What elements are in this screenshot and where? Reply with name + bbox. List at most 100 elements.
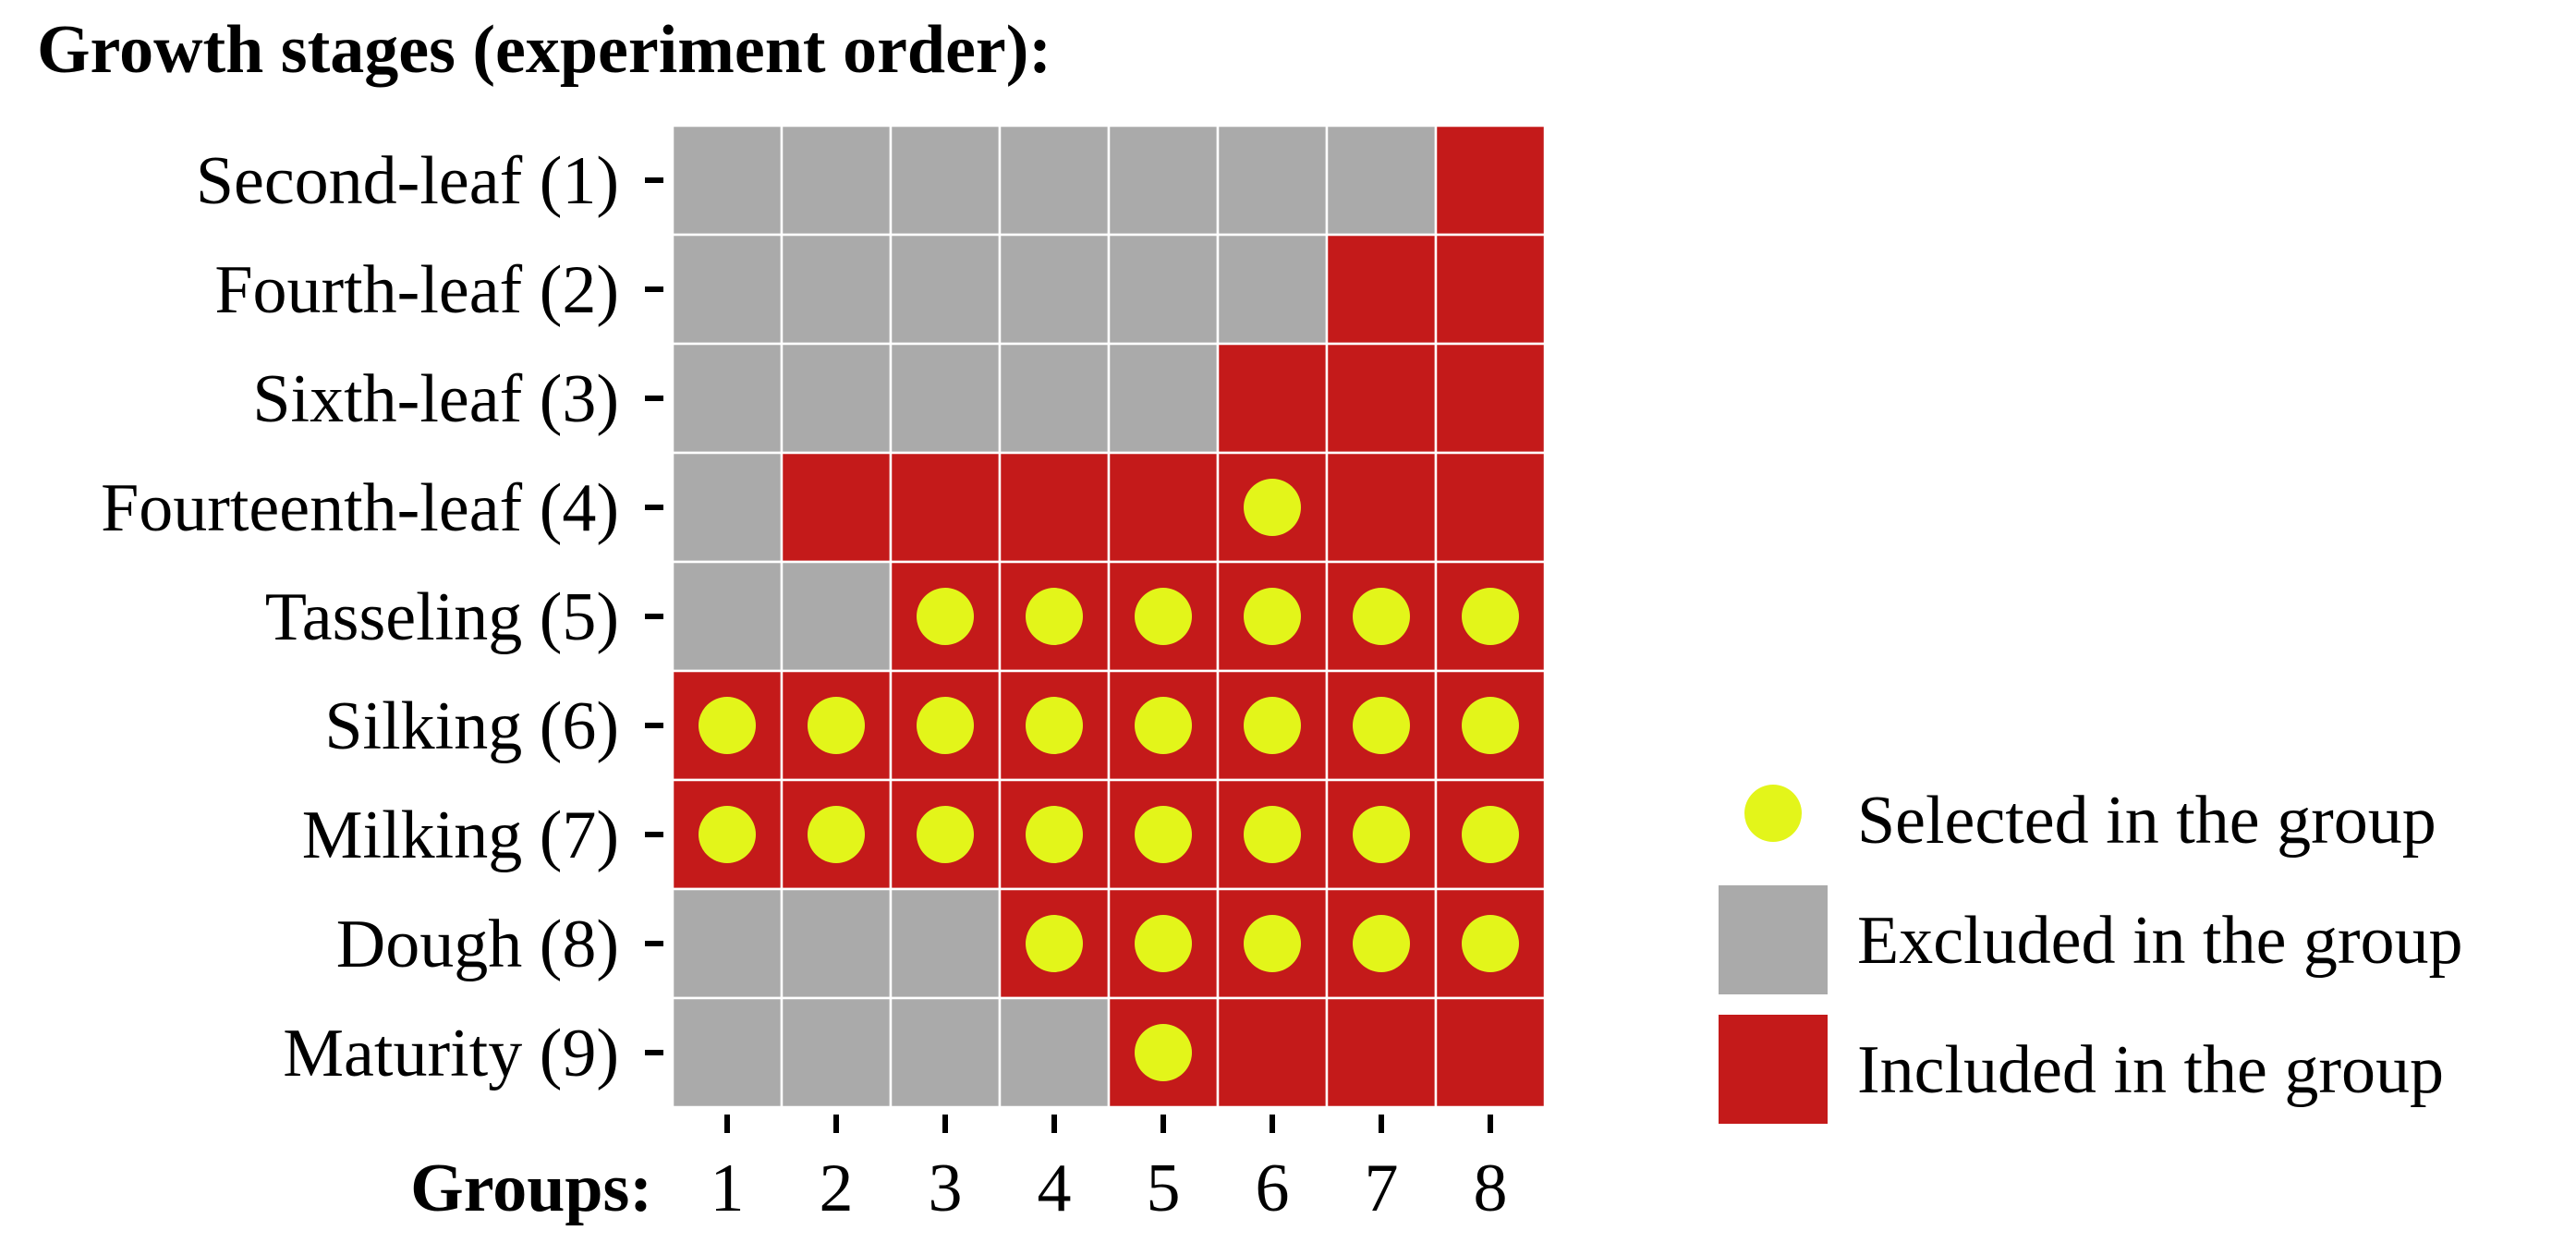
row-label: Dough (8) <box>336 907 619 982</box>
cell-excluded <box>1107 124 1220 237</box>
selected-dot <box>1026 915 1083 972</box>
cell-included <box>1325 451 1438 564</box>
cell-included <box>1325 996 1438 1109</box>
cell-included <box>1107 451 1220 564</box>
cell-included <box>671 669 784 782</box>
legend-label: Included in the group <box>1857 1032 2444 1108</box>
cell-included <box>998 451 1111 564</box>
row-label: Second-leaf (1) <box>196 143 619 219</box>
row-label: Fourteenth-leaf (4) <box>101 470 619 546</box>
cell-excluded <box>671 996 784 1109</box>
cell-excluded <box>1216 124 1329 237</box>
cell-included <box>889 451 1002 564</box>
cell-excluded <box>671 451 784 564</box>
cell-excluded <box>889 996 1002 1109</box>
selected-dot <box>1135 588 1192 645</box>
cell-excluded <box>889 342 1002 455</box>
cell-excluded <box>998 124 1111 237</box>
cell-excluded <box>889 233 1002 346</box>
cell-included <box>1325 778 1438 891</box>
cell-included <box>1434 124 1547 237</box>
row-label: Milking (7) <box>302 798 619 873</box>
cell-included <box>1434 342 1547 455</box>
selected-dot <box>1026 697 1083 754</box>
cell-excluded <box>780 124 893 237</box>
column-label: 4 <box>1038 1151 1072 1226</box>
selected-dot <box>1462 588 1519 645</box>
row-label: Silking (6) <box>324 688 619 764</box>
selected-dot <box>1135 1024 1192 1081</box>
selected-dot <box>1135 915 1192 972</box>
selection-dots <box>699 479 1519 1081</box>
cell-excluded <box>780 996 893 1109</box>
cell-excluded <box>998 996 1111 1109</box>
cell-excluded <box>671 342 784 455</box>
x-axis-label: Groups: <box>410 1151 652 1226</box>
cell-excluded <box>1107 233 1220 346</box>
legend-label: Selected in the group <box>1857 783 2436 859</box>
column-label: 2 <box>820 1151 854 1226</box>
cell-included <box>1216 342 1329 455</box>
selected-dot <box>1026 588 1083 645</box>
column-label: 5 <box>1147 1151 1181 1226</box>
selected-dot <box>1353 806 1410 863</box>
cell-included <box>1325 669 1438 782</box>
legend-label: Excluded in the group <box>1857 903 2463 979</box>
column-label: 3 <box>929 1151 963 1226</box>
column-label: 7 <box>1365 1151 1399 1226</box>
cell-excluded <box>889 887 1002 1000</box>
cell-excluded <box>780 887 893 1000</box>
row-label: Fourth-leaf (2) <box>214 252 619 328</box>
cell-excluded <box>671 560 784 673</box>
selected-dot <box>1353 697 1410 754</box>
legend-excluded-key <box>1719 885 1828 994</box>
selected-dot <box>1135 806 1192 863</box>
selected-dot <box>1135 697 1192 754</box>
selected-dot <box>1244 588 1301 645</box>
cell-included <box>1325 342 1438 455</box>
selected-dot <box>917 697 974 754</box>
selected-dot <box>1353 915 1410 972</box>
cell-excluded <box>780 342 893 455</box>
cell-excluded <box>1107 342 1220 455</box>
cell-included <box>1434 996 1547 1109</box>
cell-excluded <box>671 233 784 346</box>
selected-dot <box>1244 915 1301 972</box>
legend-selected-key <box>1744 785 1802 842</box>
row-label: Sixth-leaf (3) <box>252 361 619 437</box>
row-labels: Second-leaf (1) Fourth-leaf (2) Sixth-leaf… <box>101 143 663 1091</box>
selected-dot <box>808 806 865 863</box>
cell-excluded <box>1216 233 1329 346</box>
cell-excluded <box>1325 124 1438 237</box>
selected-dot <box>1462 806 1519 863</box>
selected-dot <box>699 697 756 754</box>
selected-dot <box>1244 479 1301 536</box>
selected-dot <box>1462 697 1519 754</box>
chart-title: Growth stages (experiment order): <box>37 12 1051 88</box>
row-label: Tasseling (5) <box>265 579 619 655</box>
selected-dot <box>1244 806 1301 863</box>
selected-dot <box>1353 588 1410 645</box>
column-label: 6 <box>1256 1151 1290 1226</box>
cell-excluded <box>889 124 1002 237</box>
legend-included-key <box>1719 1015 1828 1124</box>
cell-included <box>1216 996 1329 1109</box>
legend: Selected in the group Excluded in the gro… <box>1719 783 2463 1124</box>
selected-dot <box>808 697 865 754</box>
column-label: 1 <box>711 1151 745 1226</box>
selected-dot <box>699 806 756 863</box>
cell-excluded <box>671 124 784 237</box>
selected-dot <box>1462 915 1519 972</box>
cell-excluded <box>998 342 1111 455</box>
cell-excluded <box>780 233 893 346</box>
cell-excluded <box>998 233 1111 346</box>
row-label: Maturity (9) <box>283 1016 619 1091</box>
cell-included <box>780 451 893 564</box>
selected-dot <box>917 588 974 645</box>
cell-included <box>1434 233 1547 346</box>
cell-excluded <box>671 887 784 1000</box>
selected-dot <box>1026 806 1083 863</box>
column-label: 8 <box>1474 1151 1508 1226</box>
